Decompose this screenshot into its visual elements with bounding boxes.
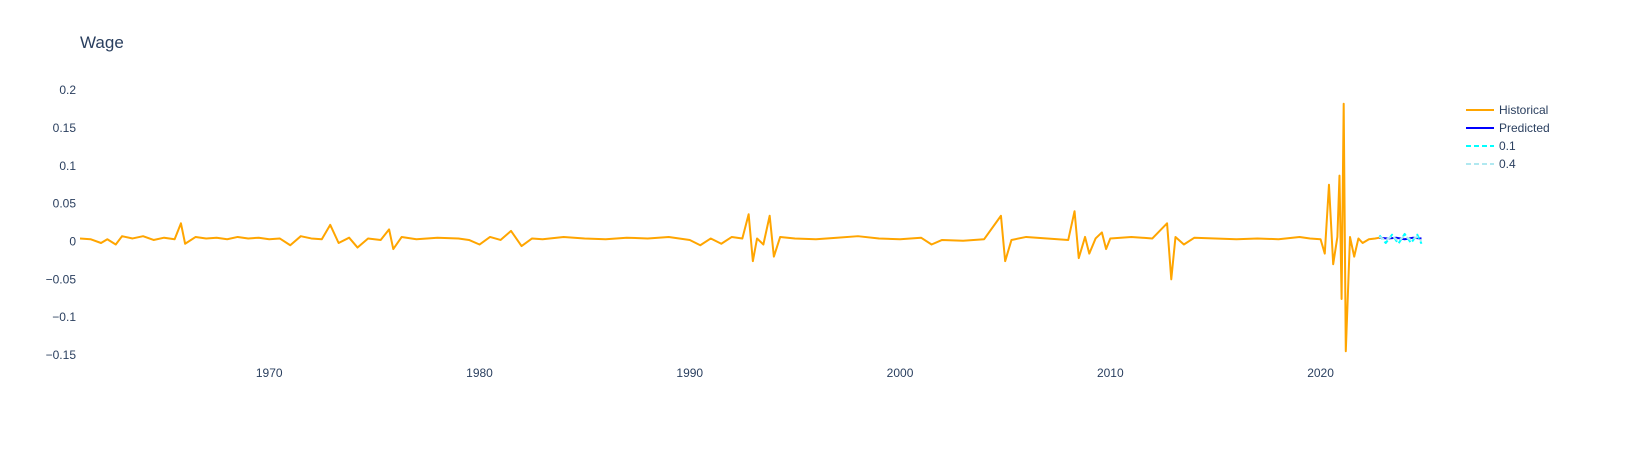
x-tick-label: 1990 bbox=[676, 366, 703, 380]
legend-label: 0.4 bbox=[1499, 157, 1516, 171]
x-tick-label: 1970 bbox=[256, 366, 283, 380]
y-tick-label: −0.15 bbox=[46, 348, 77, 362]
y-tick-label: 0.1 bbox=[59, 159, 76, 173]
y-tick-label: 0.15 bbox=[53, 121, 77, 135]
plot-area: 0.2 0.15 0.1 0.05 0 −0.05 −0.1 −0.15 1970 1980 199… bbox=[46, 83, 1423, 380]
legend-label: Historical bbox=[1499, 103, 1548, 117]
y-tick-label: 0.2 bbox=[59, 83, 76, 97]
y-tick-label: 0 bbox=[69, 234, 76, 248]
y-tick-label: −0.1 bbox=[52, 310, 76, 324]
x-tick-label: 2020 bbox=[1307, 366, 1334, 380]
chart-title: Wage bbox=[80, 33, 124, 52]
legend-item[interactable]: Predicted bbox=[1466, 121, 1550, 135]
series-line-0-1[interactable] bbox=[1378, 232, 1423, 245]
legend-label: 0.1 bbox=[1499, 139, 1516, 153]
series-line-0-4[interactable] bbox=[1378, 235, 1423, 242]
series-line-historical[interactable] bbox=[79, 102, 1380, 353]
y-tick-label: 0.05 bbox=[53, 197, 77, 211]
x-tick-label: 2000 bbox=[887, 366, 914, 380]
y-tick-label: −0.05 bbox=[46, 272, 77, 286]
legend-item[interactable]: 0.1 bbox=[1466, 139, 1516, 153]
legend-item[interactable]: Historical bbox=[1466, 103, 1548, 117]
x-tick-label: 1980 bbox=[466, 366, 493, 380]
x-tick-label: 2010 bbox=[1097, 366, 1124, 380]
legend[interactable]: Historical Predicted 0.1 0.4 bbox=[1466, 103, 1550, 171]
legend-item[interactable]: 0.4 bbox=[1466, 157, 1516, 171]
legend-label: Predicted bbox=[1499, 121, 1550, 135]
